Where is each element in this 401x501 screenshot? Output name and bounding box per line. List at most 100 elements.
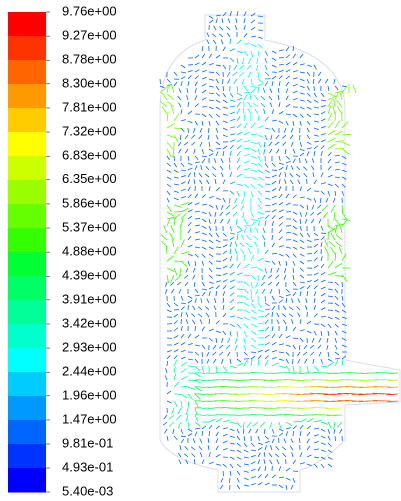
vector [171,282,174,286]
vector [181,376,187,380]
vector [335,263,342,268]
vector [251,450,256,451]
vector [314,428,319,429]
vector [251,484,256,485]
vector [272,65,276,67]
vector [321,422,328,425]
vector [272,475,276,478]
vector [289,314,293,317]
vector [185,135,188,139]
vector [230,140,235,142]
vector [213,40,216,44]
vector [160,101,167,107]
vector [303,167,307,170]
vector [279,223,283,226]
vector [195,104,199,107]
vector [165,289,167,294]
vector [247,102,251,107]
vector [202,240,207,242]
vector [216,432,219,436]
vector [251,275,256,279]
vector [216,65,221,66]
vector [335,352,339,355]
vector [244,123,247,128]
vector [237,373,244,374]
vector [223,251,227,254]
vector [207,33,209,37]
vector [272,210,276,212]
vector [314,265,318,268]
vector [268,275,272,278]
vector [216,454,220,457]
vector [223,100,227,103]
vector [223,420,230,422]
vector [342,254,346,261]
vector [299,415,307,416]
vector [328,144,335,149]
vector [292,298,293,303]
vector [293,327,296,331]
vector [314,146,318,149]
vector [275,454,279,457]
vector [188,173,191,177]
vector [321,272,325,275]
vector [272,109,274,114]
vector [174,72,177,76]
vector [327,415,335,416]
vector [209,419,215,422]
vector [272,243,275,247]
vector [307,240,312,242]
colorbar-label: 9.76e+00 [62,3,117,18]
vector [216,114,220,117]
vector [276,446,279,450]
vector [178,422,181,428]
vector [265,356,269,359]
vector [272,163,275,167]
vector [328,272,336,275]
vector [321,226,323,231]
vector [181,72,186,73]
vector [342,359,343,366]
vector [167,85,172,86]
vector [236,219,237,225]
vector [191,135,195,138]
vector [284,268,286,273]
vector [300,463,305,464]
vector [206,313,209,317]
vector [161,234,167,240]
vector [300,93,305,94]
vector [279,422,281,429]
vector [251,289,252,295]
vector [222,407,230,408]
vector [227,352,230,356]
vector [202,77,207,79]
vector [251,324,257,327]
vector [198,307,202,310]
vector [174,191,179,192]
vector [258,44,262,48]
vector [272,203,277,205]
vector [230,127,235,128]
vector [286,156,290,159]
vector [271,135,272,140]
vector [314,279,318,282]
vector [181,439,184,443]
vector [314,233,318,236]
vector [167,256,174,261]
vector [265,373,272,374]
vector [209,212,211,216]
vector [258,303,262,308]
vector [181,213,187,219]
vector [314,314,318,317]
vector [251,184,255,189]
vector [244,296,249,300]
vector [286,47,289,51]
vector [307,93,311,96]
vector [205,307,209,310]
vector [250,379,258,380]
vector [216,331,221,333]
vector [265,198,270,199]
vector [290,173,293,177]
vector [258,184,263,187]
vector [174,247,178,254]
